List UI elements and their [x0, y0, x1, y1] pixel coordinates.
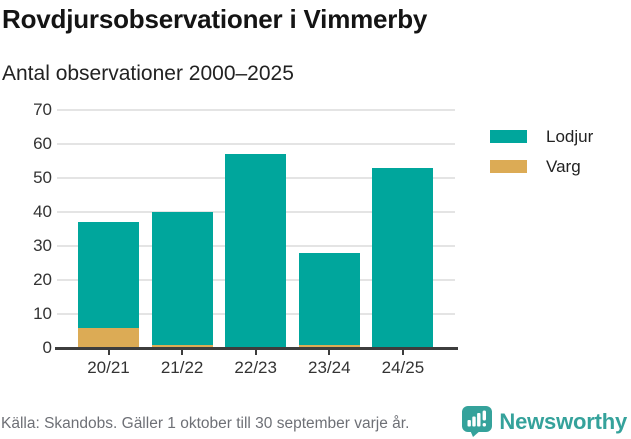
x-tick-label: 20/21: [87, 358, 130, 377]
x-tick-24/25: [401, 348, 404, 355]
y-tick-label: 50: [33, 168, 52, 187]
y-tick-label: 0: [42, 338, 52, 357]
x-tick-label: 24/25: [381, 358, 425, 377]
x-tick-20/21: [107, 348, 110, 355]
x-tick-label: 21/22: [160, 358, 204, 377]
y-tick-label: 10: [33, 304, 52, 323]
x-tick-22/23: [254, 348, 257, 355]
legend-item-lodjur: Lodjur: [490, 128, 593, 145]
y-tick-label: 40: [33, 202, 52, 221]
lodjur-swatch: [490, 130, 527, 143]
x-tick-21/22: [181, 348, 184, 355]
brand-name: Newsworthy: [499, 408, 627, 434]
y-tick-label: 30: [33, 236, 52, 255]
legend-label-varg: Varg: [546, 157, 581, 176]
y-tick-label: 60: [33, 134, 52, 153]
bar-21/22-lodjur: [151, 212, 213, 345]
x-tick-label: 23/24: [308, 358, 351, 377]
gridline-70: [57, 109, 455, 111]
source-note: Källa: Skandobs. Gäller 1 oktober till 3…: [1, 415, 410, 432]
bar-24/25-lodjur: [372, 167, 434, 348]
varg-swatch: [490, 160, 527, 173]
bar-23/24-lodjur: [298, 252, 360, 345]
x-tick-label: 22/23: [234, 358, 277, 377]
newsworthy-logo-icon: [462, 406, 493, 437]
bar-21/22-varg: [151, 344, 213, 348]
bar-20/21-varg: [78, 327, 139, 348]
legend-label-lodjur: Lodjur: [546, 127, 594, 146]
bar-23/24-varg: [298, 344, 360, 348]
x-axis-line: [55, 347, 458, 350]
x-tick-23/24: [328, 348, 331, 355]
chart-title: Rovdjursobservationer i Vimmerby: [2, 4, 428, 34]
y-tick-label: 70: [33, 100, 52, 119]
legend-item-varg: Varg: [490, 158, 593, 175]
bar-22/23-lodjur: [225, 154, 287, 348]
chart-subtitle: Antal observationer 2000–2025: [2, 62, 294, 85]
bar-20/21-lodjur: [78, 222, 139, 328]
legend: Lodjur Varg: [490, 128, 593, 188]
brand: Newsworthy: [462, 406, 627, 437]
gridline-60: [57, 143, 455, 145]
y-tick-label: 20: [33, 270, 52, 289]
